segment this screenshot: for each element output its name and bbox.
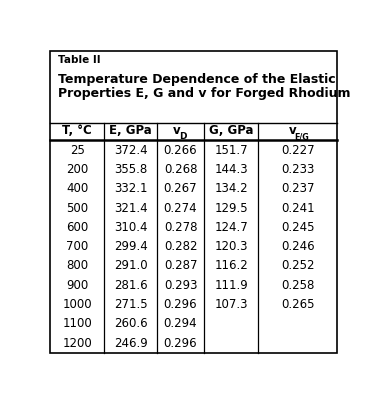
Text: 129.5: 129.5: [214, 202, 248, 214]
Text: 134.2: 134.2: [214, 182, 248, 195]
Text: 144.3: 144.3: [214, 163, 248, 176]
Text: 0.282: 0.282: [164, 240, 197, 253]
Text: 0.245: 0.245: [281, 221, 314, 234]
Text: 25: 25: [70, 144, 85, 156]
Text: 372.4: 372.4: [114, 144, 147, 156]
Text: 0.293: 0.293: [164, 279, 197, 292]
Text: 600: 600: [66, 221, 88, 234]
Text: 0.241: 0.241: [281, 202, 314, 214]
Text: 116.2: 116.2: [214, 260, 248, 272]
Text: 0.278: 0.278: [164, 221, 197, 234]
Text: Properties E, G and v for Forged Rhodium: Properties E, G and v for Forged Rhodium: [57, 88, 350, 100]
Text: 0.237: 0.237: [281, 182, 314, 195]
Text: 111.9: 111.9: [214, 279, 248, 292]
Text: 0.287: 0.287: [164, 260, 197, 272]
Text: 0.296: 0.296: [164, 298, 197, 311]
Text: 0.267: 0.267: [164, 182, 197, 195]
Text: T, °C: T, °C: [62, 124, 92, 137]
Text: v: v: [173, 124, 181, 137]
Text: 355.8: 355.8: [114, 163, 147, 176]
Text: 0.233: 0.233: [281, 163, 314, 176]
Text: 0.258: 0.258: [281, 279, 314, 292]
Text: 107.3: 107.3: [214, 298, 248, 311]
Text: 291.0: 291.0: [114, 260, 147, 272]
Text: 500: 500: [66, 202, 88, 214]
Text: 120.3: 120.3: [214, 240, 248, 253]
Text: 310.4: 310.4: [114, 221, 147, 234]
Text: 332.1: 332.1: [114, 182, 147, 195]
Text: 246.9: 246.9: [114, 337, 148, 350]
Text: E/G: E/G: [295, 132, 310, 141]
Text: E, GPa: E, GPa: [109, 124, 152, 137]
Text: 0.268: 0.268: [164, 163, 197, 176]
Text: 400: 400: [66, 182, 88, 195]
Text: Table II: Table II: [57, 55, 100, 65]
Text: 0.265: 0.265: [281, 298, 314, 311]
Text: 0.266: 0.266: [164, 144, 197, 156]
Text: 0.246: 0.246: [281, 240, 314, 253]
Text: 200: 200: [66, 163, 88, 176]
Text: 281.6: 281.6: [114, 279, 147, 292]
Text: 0.294: 0.294: [164, 318, 197, 330]
Text: 0.227: 0.227: [281, 144, 314, 156]
Text: 1200: 1200: [62, 337, 92, 350]
Text: 700: 700: [66, 240, 88, 253]
Text: 299.4: 299.4: [114, 240, 148, 253]
Text: Temperature Dependence of the Elastic: Temperature Dependence of the Elastic: [57, 73, 335, 86]
Text: 0.274: 0.274: [164, 202, 197, 214]
Text: 900: 900: [66, 279, 88, 292]
Text: 1000: 1000: [62, 298, 92, 311]
Text: 124.7: 124.7: [214, 221, 248, 234]
Text: 151.7: 151.7: [214, 144, 248, 156]
Text: 260.6: 260.6: [114, 318, 147, 330]
Text: 321.4: 321.4: [114, 202, 147, 214]
Text: 800: 800: [66, 260, 88, 272]
Text: G, GPa: G, GPa: [209, 124, 253, 137]
Text: 0.252: 0.252: [281, 260, 314, 272]
Text: 1100: 1100: [62, 318, 92, 330]
Text: D: D: [179, 132, 187, 141]
Text: 271.5: 271.5: [114, 298, 147, 311]
Text: 0.296: 0.296: [164, 337, 197, 350]
Text: v: v: [289, 124, 297, 137]
